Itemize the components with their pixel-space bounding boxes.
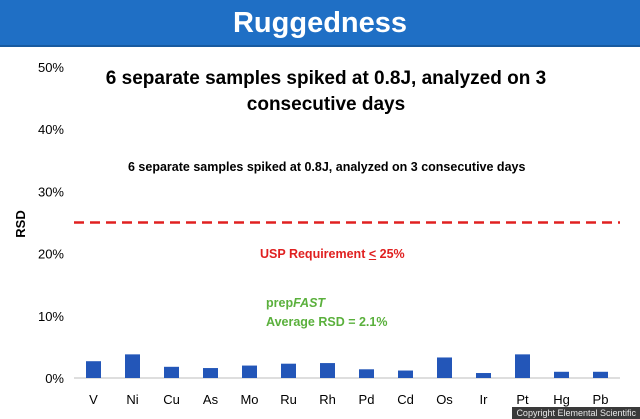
bar-v	[86, 361, 101, 378]
x-tick-label-pd: Pd	[359, 392, 375, 407]
x-tick-label-rh: Rh	[319, 392, 336, 407]
usp-prefix: USP Requirement	[260, 247, 369, 261]
y-tick-label: 30%	[38, 184, 64, 199]
x-tick-label-v: V	[89, 392, 98, 407]
x-tick-label-ni: Ni	[126, 392, 138, 407]
y-tick-label: 20%	[38, 247, 64, 262]
bar-mo	[242, 365, 257, 378]
x-tick-label-os: Os	[436, 392, 453, 407]
x-tick-label-pb: Pb	[593, 392, 609, 407]
method-suffix: FAST	[293, 296, 326, 310]
bar-ni	[125, 354, 140, 378]
bar-os	[437, 357, 452, 378]
x-tick-label-ir: Ir	[480, 392, 489, 407]
y-tick-label: 10%	[38, 309, 64, 324]
copyright-notice: Copyright Elemental Scientific	[512, 407, 640, 419]
bar-cd	[398, 370, 413, 378]
y-tick-label: 40%	[38, 122, 64, 137]
bar-hg	[554, 371, 569, 378]
chart-subtitle: 6 separate samples spiked at 0.8J, analy…	[128, 160, 526, 174]
y-axis-label: RSD	[13, 210, 28, 237]
x-tick-label-cd: Cd	[397, 392, 414, 407]
x-tick-label-as: As	[203, 392, 219, 407]
bar-rh	[320, 363, 335, 378]
bar-pt	[515, 354, 530, 378]
usp-less-than-symbol: <	[368, 247, 377, 261]
x-tick-label-hg: Hg	[553, 392, 570, 407]
method-prefix: prep	[266, 296, 294, 310]
usp-suffix: 25%	[376, 247, 405, 261]
x-tick-label-pt: Pt	[516, 392, 529, 407]
y-tick-label: 50%	[38, 60, 64, 75]
x-tick-label-ru: Ru	[280, 392, 297, 407]
bar-cu	[164, 366, 179, 378]
usp-requirement-label: USP Requirement < 25%	[260, 247, 405, 261]
bar-as	[203, 368, 218, 378]
slide-title: Ruggedness	[0, 0, 640, 47]
bar-ir	[476, 373, 491, 378]
chart-headline: 6 separate samples spiked at 0.8J, analy…	[105, 68, 547, 115]
y-tick-label: 0%	[45, 371, 64, 386]
bar-pd	[359, 369, 374, 378]
bar-ru	[281, 363, 296, 378]
method-name: prepFAST	[266, 296, 325, 310]
x-tick-label-cu: Cu	[163, 392, 180, 407]
bar-pb	[593, 371, 608, 378]
average-rsd-label: Average RSD = 2.1%	[266, 315, 388, 329]
x-tick-label-mo: Mo	[240, 392, 258, 407]
